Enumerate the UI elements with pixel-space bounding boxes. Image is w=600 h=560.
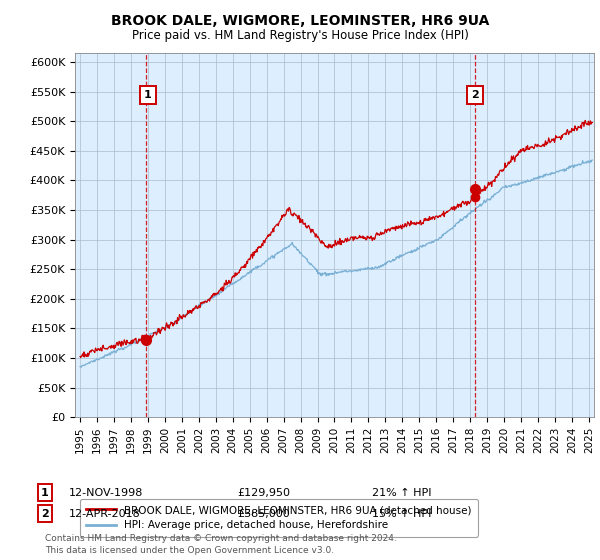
Text: BROOK DALE, WIGMORE, LEOMINSTER, HR6 9UA: BROOK DALE, WIGMORE, LEOMINSTER, HR6 9UA bbox=[111, 14, 489, 28]
Text: 21% ↑ HPI: 21% ↑ HPI bbox=[372, 488, 431, 498]
Text: 1: 1 bbox=[144, 90, 152, 100]
Text: Contains HM Land Registry data © Crown copyright and database right 2024.
This d: Contains HM Land Registry data © Crown c… bbox=[45, 534, 397, 555]
Text: 15% ↑ HPI: 15% ↑ HPI bbox=[372, 508, 431, 519]
Text: £385,000: £385,000 bbox=[237, 508, 290, 519]
Text: 12-APR-2018: 12-APR-2018 bbox=[69, 508, 141, 519]
Text: 2: 2 bbox=[41, 508, 49, 519]
Legend: BROOK DALE, WIGMORE, LEOMINSTER, HR6 9UA (detached house), HPI: Average price, d: BROOK DALE, WIGMORE, LEOMINSTER, HR6 9UA… bbox=[80, 499, 478, 536]
Text: 2: 2 bbox=[471, 90, 479, 100]
Text: 12-NOV-1998: 12-NOV-1998 bbox=[69, 488, 143, 498]
Text: 1: 1 bbox=[41, 488, 49, 498]
Text: Price paid vs. HM Land Registry's House Price Index (HPI): Price paid vs. HM Land Registry's House … bbox=[131, 29, 469, 42]
Text: £129,950: £129,950 bbox=[237, 488, 290, 498]
